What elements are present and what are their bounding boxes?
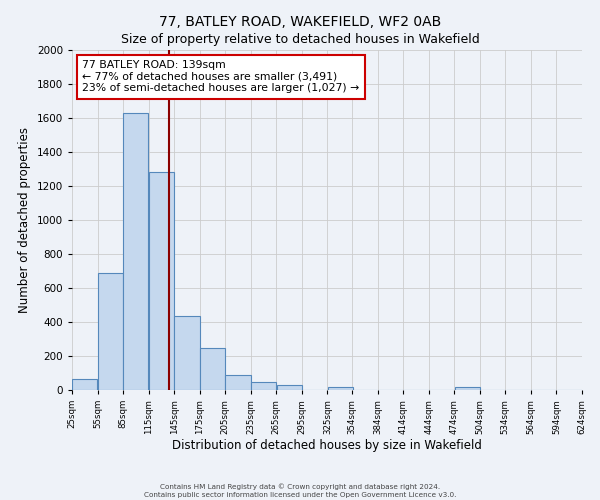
Y-axis label: Number of detached properties: Number of detached properties xyxy=(18,127,31,313)
Bar xyxy=(226,374,251,390)
Text: Contains HM Land Registry data © Crown copyright and database right 2024.
Contai: Contains HM Land Registry data © Crown c… xyxy=(144,484,456,498)
Bar xyxy=(251,382,276,390)
Bar xyxy=(175,316,199,390)
Bar xyxy=(149,172,174,390)
Bar xyxy=(455,388,479,390)
Bar xyxy=(123,113,148,390)
Text: Size of property relative to detached houses in Wakefield: Size of property relative to detached ho… xyxy=(121,32,479,46)
Bar xyxy=(277,385,302,390)
Text: 77 BATLEY ROAD: 139sqm
← 77% of detached houses are smaller (3,491)
23% of semi-: 77 BATLEY ROAD: 139sqm ← 77% of detached… xyxy=(82,60,359,94)
X-axis label: Distribution of detached houses by size in Wakefield: Distribution of detached houses by size … xyxy=(172,440,482,452)
Bar xyxy=(200,348,225,390)
Text: 77, BATLEY ROAD, WAKEFIELD, WF2 0AB: 77, BATLEY ROAD, WAKEFIELD, WF2 0AB xyxy=(159,15,441,29)
Bar xyxy=(98,272,123,390)
Bar xyxy=(328,388,353,390)
Bar xyxy=(72,379,97,390)
